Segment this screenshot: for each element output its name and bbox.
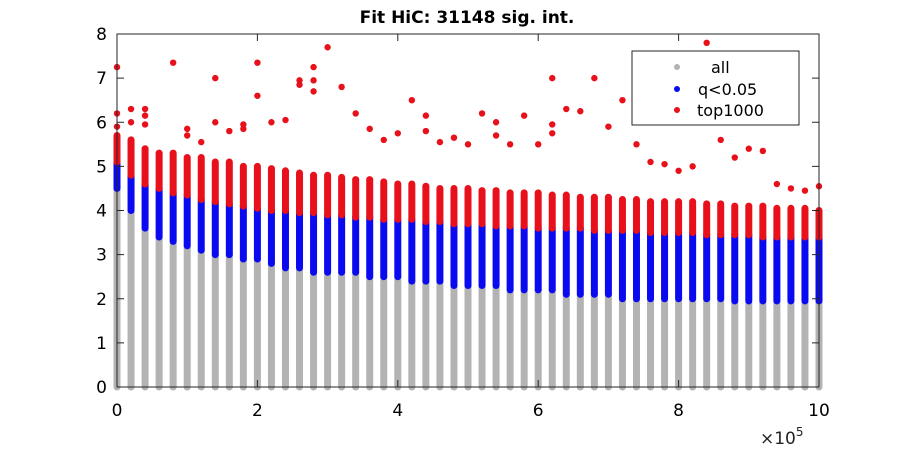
outlier-point: [591, 74, 598, 82]
outlier-point: [198, 138, 205, 146]
outlier-point: [492, 119, 500, 126]
outlier-point: [184, 132, 191, 139]
outlier-point: [549, 74, 556, 82]
outlier-point: [450, 134, 458, 141]
outlier-point: [605, 123, 612, 130]
outlier-point: [801, 187, 809, 194]
x-tick-label: 8: [673, 401, 684, 421]
outlier-point: [296, 81, 303, 88]
outlier-point: [141, 105, 149, 113]
y-tick-label: 2: [96, 290, 107, 310]
outlier-point: [787, 185, 795, 192]
outlier-point: [717, 136, 724, 144]
outlier-point: [296, 77, 303, 84]
outlier-point: [240, 125, 247, 133]
outlier-point: [549, 130, 556, 137]
outlier-point: [506, 141, 514, 148]
y-tick-label: 0: [96, 378, 107, 398]
legend: all q<0.05 top1000: [631, 50, 800, 126]
outlier-point: [254, 59, 261, 66]
legend-label-all: all: [711, 58, 730, 77]
x-exponent-power: 5: [796, 425, 804, 439]
y-tick-label: 1: [96, 334, 107, 354]
outlier-point: [310, 63, 317, 71]
outlier-point: [184, 125, 191, 133]
y-tick-label: 7: [96, 69, 107, 89]
y-tick-label: 4: [96, 202, 107, 222]
outlier-point: [310, 77, 317, 84]
outlier-point: [394, 130, 401, 137]
series-2: [113, 39, 823, 241]
outlier-point: [212, 74, 219, 82]
outlier-point: [240, 121, 247, 128]
chart-title: Fit HiC: 31148 sig. int.: [360, 8, 575, 28]
outlier-point: [675, 167, 682, 174]
outlier-point: [577, 108, 584, 115]
y-tick-label: 3: [96, 246, 107, 266]
legend-label-q: q<0.05: [698, 80, 757, 99]
outlier-point: [759, 147, 767, 155]
legend-marker-q: [674, 86, 680, 92]
outlier-point: [408, 96, 416, 104]
outlier-point: [310, 88, 317, 95]
outlier-point: [773, 180, 781, 188]
x-tick-label: 10: [808, 401, 830, 421]
outlier-point: [226, 127, 233, 135]
outlier-point: [141, 112, 149, 119]
plot-area: [113, 39, 823, 391]
outlier-point: [212, 119, 219, 126]
legend-label-top1000: top1000: [697, 101, 764, 120]
outlier-point: [422, 112, 430, 119]
outlier-point: [366, 125, 373, 133]
outlier-point: [464, 141, 472, 148]
outlier-point: [324, 44, 331, 51]
outlier-point: [169, 59, 177, 66]
outlier-point: [563, 105, 570, 113]
series-0: [113, 154, 823, 391]
outlier-point: [661, 160, 668, 168]
outlier-point: [254, 92, 261, 99]
outlier-point: [352, 110, 359, 117]
outlier-point: [647, 158, 654, 166]
outlier-point: [282, 116, 289, 124]
outlier-point: [141, 121, 149, 128]
outlier-point: [338, 83, 345, 91]
x-exponent-label: ×105: [760, 425, 804, 449]
outlier-point: [535, 141, 542, 148]
outlier-point: [268, 119, 275, 126]
outlier-point: [619, 96, 626, 104]
axis-ticks: 0 2 4 6 8 10 0 1 2 3 4 5 6 7 8: [96, 25, 830, 421]
x-tick-label: 6: [533, 401, 544, 421]
x-tick-label: 0: [112, 401, 123, 421]
outlier-point: [703, 39, 710, 47]
series-1: [113, 158, 823, 305]
x-tick-label: 4: [392, 401, 403, 421]
legend-box: [631, 50, 800, 126]
outlier-point: [731, 154, 738, 161]
outlier-point: [549, 121, 556, 128]
outlier-point: [689, 163, 696, 170]
y-tick-label: 6: [96, 113, 107, 133]
outlier-point: [745, 145, 752, 152]
outlier-point: [478, 110, 486, 117]
outlier-point: [492, 132, 500, 139]
outlier-point: [380, 136, 387, 144]
x-exponent-base: ×10: [760, 429, 796, 449]
y-tick-label: 5: [96, 157, 107, 177]
outlier-point: [127, 119, 135, 126]
outlier-point: [127, 105, 135, 113]
outlier-point: [633, 141, 640, 148]
y-tick-label: 8: [96, 25, 107, 45]
legend-marker-all: [674, 64, 680, 70]
x-tick-label: 2: [252, 401, 263, 421]
legend-marker-top1000: [674, 107, 680, 113]
outlier-point: [422, 127, 430, 135]
outlier-point: [520, 112, 528, 119]
outlier-point: [436, 138, 444, 146]
